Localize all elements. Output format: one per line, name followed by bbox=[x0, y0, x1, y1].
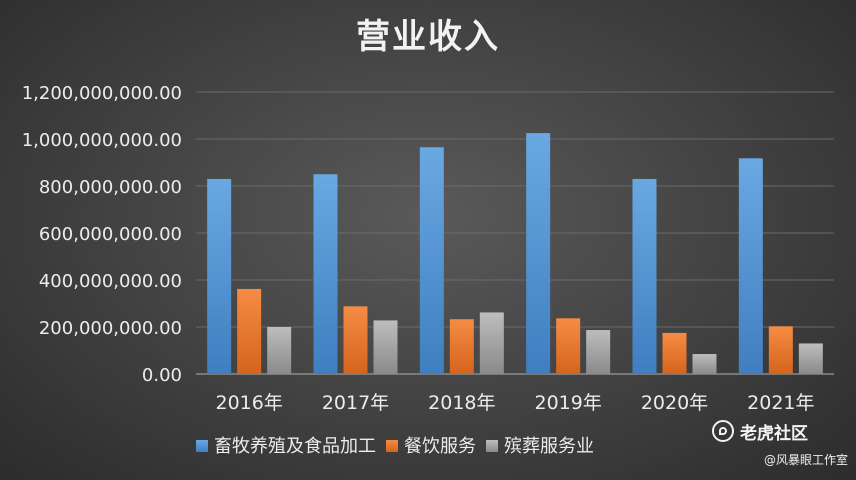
watermark-logo-text: 老虎社区 bbox=[740, 423, 808, 444]
bar bbox=[237, 288, 262, 374]
x-tick-label: 2016年 bbox=[215, 392, 282, 414]
legend-label: 畜牧养殖及食品加工 bbox=[214, 435, 376, 457]
x-tick-label: 2018年 bbox=[428, 392, 495, 414]
bar bbox=[692, 354, 717, 374]
bar bbox=[373, 320, 398, 374]
x-tick-label: 2020年 bbox=[641, 392, 708, 414]
bar bbox=[479, 312, 504, 374]
legend-swatch bbox=[196, 440, 208, 452]
y-tick-label: 1,000,000,000.00 bbox=[22, 130, 182, 151]
watermark-handle: @风暴眼工作室 bbox=[763, 453, 848, 467]
legend-swatch bbox=[386, 440, 398, 452]
bar bbox=[313, 174, 338, 374]
legend-swatch bbox=[486, 440, 498, 452]
x-tick-label: 2019年 bbox=[534, 392, 601, 414]
bar bbox=[662, 332, 687, 374]
bar bbox=[632, 178, 657, 374]
legend-label: 殡葬服务业 bbox=[504, 436, 594, 457]
bar bbox=[526, 133, 551, 374]
y-tick-label: 0.00 bbox=[142, 365, 182, 386]
bar bbox=[419, 147, 444, 374]
y-tick-label: 200,000,000.00 bbox=[39, 318, 182, 339]
y-tick-label: 600,000,000.00 bbox=[39, 224, 182, 245]
x-tick-label: 2021年 bbox=[747, 392, 814, 414]
bar bbox=[586, 330, 611, 374]
bar bbox=[207, 178, 232, 374]
bar bbox=[267, 327, 292, 374]
watermark-logo: 老虎社区 bbox=[712, 418, 842, 444]
x-tick-label: 2017年 bbox=[322, 392, 389, 414]
bar bbox=[343, 306, 368, 374]
y-tick-label: 1,200,000,000.00 bbox=[22, 83, 182, 104]
tiger-logo-icon bbox=[712, 420, 734, 442]
bar bbox=[768, 326, 793, 374]
bar bbox=[449, 319, 474, 374]
y-tick-label: 800,000,000.00 bbox=[39, 177, 182, 198]
chart-title: 营业收入 bbox=[356, 17, 500, 57]
bar bbox=[556, 318, 581, 374]
bar bbox=[798, 343, 823, 374]
legend-label: 餐饮服务 bbox=[404, 436, 476, 457]
y-tick-label: 400,000,000.00 bbox=[39, 271, 182, 292]
bar bbox=[738, 158, 763, 374]
